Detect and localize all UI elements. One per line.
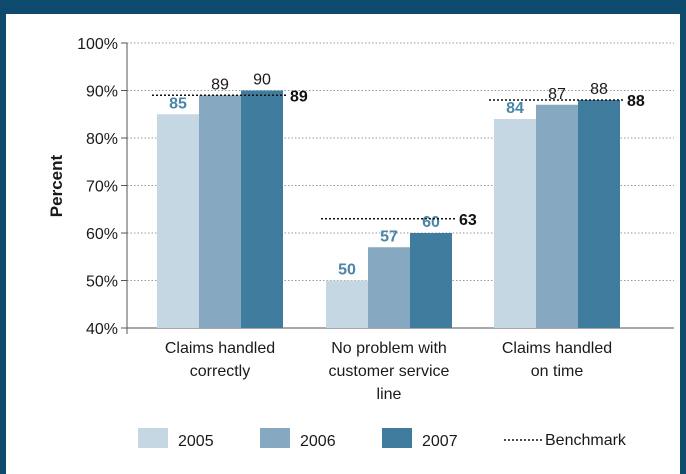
data-label: 84 (506, 100, 524, 117)
category-label: line (377, 386, 402, 403)
legend-label: 2006 (300, 433, 336, 450)
category-label: customer service (329, 363, 450, 380)
bar-2005-0 (157, 114, 199, 328)
category-label: correctly (190, 363, 250, 380)
benchmark-label: 88 (627, 93, 645, 110)
benchmark-label: 89 (290, 88, 308, 105)
chart-panel: 40% 50% 60% 70% 80% 90% 100% Percent 85 89 90 89 Cla… (6, 14, 680, 474)
y-tick-label: 70% (86, 179, 118, 196)
legend-label: 2007 (422, 433, 458, 450)
bar-2007-1 (410, 233, 452, 328)
bar-2005-1 (326, 280, 368, 328)
legend-swatch-2006 (260, 428, 290, 448)
bar-2006-1 (368, 247, 410, 328)
bar-2006-2 (536, 104, 578, 328)
y-tick-label: 100% (77, 36, 118, 53)
category-label: No problem with (331, 340, 447, 357)
legend-swatch-2007 (382, 428, 412, 448)
data-label: 87 (548, 86, 566, 103)
y-axis-label: Percent (47, 154, 66, 217)
bar-2006-0 (199, 95, 241, 328)
data-label: 88 (590, 81, 608, 98)
data-label: 85 (169, 95, 187, 112)
data-label: 57 (380, 228, 398, 245)
data-label: 60 (422, 214, 440, 231)
legend-label: Benchmark (545, 432, 627, 449)
data-label: 50 (338, 262, 356, 279)
bar-chart: 40% 50% 60% 70% 80% 90% 100% Percent 85 89 90 89 Cla… (47, 36, 674, 450)
data-label: 90 (253, 72, 271, 89)
legend-swatch-2005 (138, 428, 168, 448)
y-tick-label: 60% (86, 226, 118, 243)
y-tick-label: 50% (86, 274, 118, 291)
y-tick-label: 80% (86, 131, 118, 148)
data-label: 89 (211, 76, 229, 93)
category-label: Claims handled (502, 340, 612, 357)
bar-2005-2 (494, 119, 536, 328)
bar-2007-2 (578, 100, 620, 328)
bar-2007-0 (241, 90, 283, 328)
legend-label: 2005 (178, 433, 214, 450)
y-tick-label: 90% (86, 84, 118, 101)
category-label: Claims handled (165, 340, 275, 357)
y-tick-label: 40% (86, 321, 118, 338)
category-label: on time (531, 363, 584, 380)
benchmark-label: 63 (459, 212, 477, 229)
